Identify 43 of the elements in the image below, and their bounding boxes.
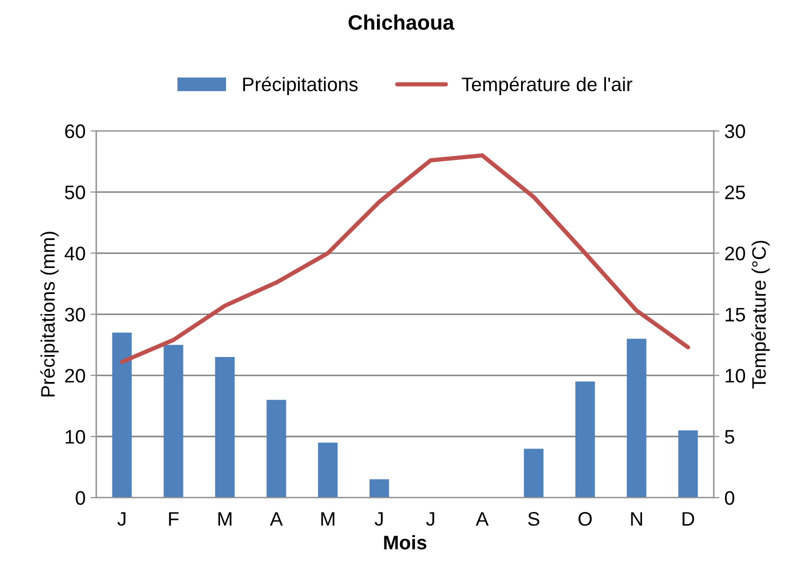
- y-tick-label: 30: [64, 308, 86, 322]
- y-tick-label: 10: [66, 430, 86, 444]
- bar: [524, 448, 544, 498]
- line-series: [120, 153, 690, 364]
- bar: [215, 357, 235, 498]
- bar: [112, 332, 132, 498]
- x-tick-label: N: [631, 512, 642, 526]
- y2-tick-label: 20: [725, 246, 746, 260]
- y2-tick-label: 0: [724, 491, 734, 505]
- x-axis-title: Mois: [384, 535, 426, 550]
- x-tick-label: O: [578, 512, 592, 526]
- legend-label: Température de l'air: [462, 76, 632, 96]
- y-tick-label: 60: [65, 124, 86, 138]
- x-tick-label: F: [169, 512, 179, 526]
- x-tick-label: J: [117, 512, 126, 526]
- bar: [575, 382, 595, 498]
- bar: [678, 430, 698, 498]
- y2-axis-title: Température (°C): [751, 240, 770, 388]
- bar: [626, 338, 646, 498]
- bar: [164, 344, 184, 498]
- bar: [370, 479, 390, 498]
- y-tick-label: 20: [65, 368, 86, 383]
- y2-tick-label: 10: [726, 368, 746, 383]
- legend-label: Précipitations: [243, 76, 358, 96]
- y-axis-title: Précipitations (mm): [40, 232, 59, 396]
- x-tick-label: M: [218, 512, 232, 526]
- x-tick-label: D: [682, 512, 694, 526]
- y2-tick-label: 5: [724, 430, 734, 444]
- y2-tick-label: 25: [725, 186, 746, 200]
- chart-title: Chichaoua: [348, 14, 454, 30]
- x-tick-label: A: [270, 512, 283, 526]
- y-tick-label: 40: [64, 246, 86, 260]
- x-tick-label: A: [476, 512, 489, 526]
- x-tick-label: M: [321, 512, 334, 526]
- y2-tick-label: 15: [726, 308, 746, 322]
- x-tick-label: S: [528, 512, 540, 526]
- y2-tick-label: 30: [724, 124, 746, 138]
- bar: [318, 442, 338, 498]
- bar: [266, 400, 286, 498]
- y-tick-label: 0: [76, 491, 86, 505]
- x-tick-label: J: [426, 512, 434, 526]
- y-tick-label: 50: [64, 186, 86, 200]
- x-tick-label: J: [374, 512, 383, 526]
